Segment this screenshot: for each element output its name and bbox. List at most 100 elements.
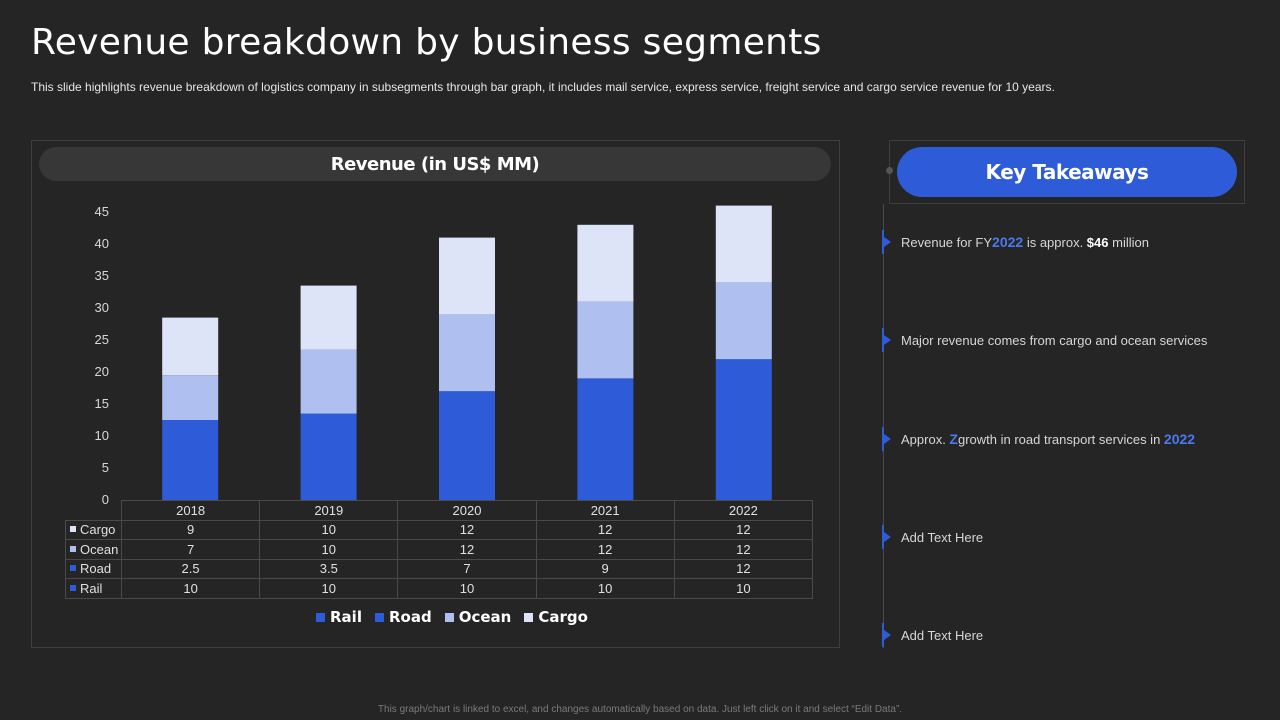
table-cell: 10	[673, 578, 814, 599]
y-tick-label: 5	[102, 460, 109, 475]
table-cell: 10	[259, 578, 399, 599]
timeline-line	[883, 204, 884, 648]
table-cell: 9	[535, 558, 675, 579]
table-row-label: Ocean	[65, 539, 122, 560]
takeaway-item-3: Approx. Zgrowth in road transport servic…	[879, 427, 1239, 451]
series-swatch-icon	[70, 584, 76, 591]
y-tick-label: 15	[95, 396, 109, 411]
x-category-label: 2022	[673, 500, 814, 521]
series-name: Road	[80, 561, 112, 577]
table-cell: 10	[259, 519, 399, 540]
legend-item-cargo: Cargo	[524, 608, 588, 626]
bar-segment-cargo-2020	[439, 237, 495, 315]
legend-swatch-icon	[374, 612, 384, 622]
legend-swatch-icon	[316, 612, 325, 622]
table-cell: 12	[535, 519, 675, 540]
y-tick-label: 40	[95, 236, 109, 251]
table-cell: 10	[397, 578, 537, 599]
chart-legend: Rail Road Ocean Cargo	[316, 608, 588, 626]
table-cell: 12	[673, 539, 814, 560]
x-category-label: 2019	[259, 500, 399, 521]
bar-segment-rail-2022	[715, 436, 772, 500]
bar-segment-ocean-2020	[439, 314, 495, 392]
footnote: This graph/chart is linked to excel, and…	[377, 704, 903, 715]
series-swatch-icon	[70, 545, 76, 552]
takeaway-item-1: Revenue for FY2022 is approx. $46 millio…	[879, 230, 1239, 254]
table-cell: 12	[397, 539, 537, 560]
table-cell: 12	[673, 558, 814, 579]
legend-item-road: Road	[374, 608, 432, 626]
takeaway-marker-icon	[879, 230, 893, 254]
takeaway-marker-icon	[879, 328, 893, 352]
table-cell: 7	[397, 558, 537, 579]
y-tick-label: 20	[95, 364, 109, 379]
table-row: Rail 10 10 10 10 10	[65, 578, 814, 599]
bar-segment-cargo-2018	[162, 317, 219, 376]
table-corner	[65, 500, 122, 521]
bar-segment-cargo-2022	[715, 205, 772, 283]
chart-title: Revenue (in US$ MM)	[39, 147, 831, 181]
table-row-label: Cargo	[65, 519, 122, 540]
table-cell: 10	[120, 578, 261, 599]
series-name: Cargo	[80, 522, 116, 538]
series-name: Rail	[80, 580, 103, 596]
page-title: Revenue breakdown by business segments	[31, 22, 822, 63]
table-cell: 2.5	[120, 558, 261, 579]
takeaway-marker-icon	[879, 525, 893, 549]
chart-panel	[31, 140, 840, 648]
takeaway-text: Approx. Zgrowth in road transport servic…	[901, 431, 1196, 447]
table-row: Ocean 7 10 12 12 12	[65, 539, 814, 560]
bar-segment-ocean-2021	[577, 301, 634, 379]
bar-segment-road-2019	[300, 413, 357, 436]
bar-segment-road-2022	[715, 359, 772, 436]
takeaway-item-5: Add Text Here	[879, 623, 1239, 647]
series-swatch-icon	[70, 565, 76, 572]
bar-segment-rail-2018	[162, 436, 219, 500]
table-row-label: Rail	[65, 578, 122, 599]
series-swatch-icon	[70, 526, 76, 533]
bar-segment-road-2020	[439, 391, 495, 436]
key-takeaways-title: Key Takeaways	[897, 147, 1237, 197]
bar-segment-cargo-2021	[577, 224, 634, 302]
takeaway-text: Major revenue comes from cargo and ocean…	[901, 332, 1208, 348]
table-row: Road 2.5 3.5 7 9 12	[65, 558, 814, 579]
y-tick-label: 10	[95, 428, 109, 443]
legend-item-ocean: Ocean	[444, 608, 512, 626]
timeline-start-dot	[886, 167, 893, 174]
takeaway-marker-icon	[879, 427, 893, 451]
bar-segment-road-2018	[162, 420, 219, 436]
bar-segment-cargo-2019	[300, 285, 357, 350]
legend-label: Ocean	[458, 608, 512, 626]
legend-label: Rail	[330, 608, 362, 626]
bar-segment-ocean-2019	[300, 349, 357, 414]
table-cell: 10	[259, 539, 399, 560]
table-cell: 12	[673, 519, 814, 540]
bar-segment-rail-2020	[439, 436, 495, 500]
table-cell: 10	[535, 578, 675, 599]
bar-segment-ocean-2022	[715, 282, 772, 360]
takeaway-text: Revenue for FY2022 is approx. $46 millio…	[901, 234, 1149, 250]
table-cell: 3.5	[259, 558, 399, 579]
series-name: Ocean	[80, 541, 119, 557]
table-cell: 12	[397, 519, 537, 540]
takeaway-item-2: Major revenue comes from cargo and ocean…	[879, 328, 1239, 352]
takeaway-text: Add Text Here	[901, 627, 984, 643]
bar-segment-ocean-2018	[162, 375, 219, 420]
table-cell: 7	[120, 539, 261, 560]
y-tick-label: 0	[102, 492, 109, 507]
y-tick-label: 30	[95, 300, 109, 315]
table-cell: 9	[120, 519, 261, 540]
takeaway-marker-icon	[879, 623, 893, 647]
table-row-label: Road	[65, 558, 122, 579]
table-cell: 12	[535, 539, 675, 560]
x-category-label: 2018	[120, 500, 261, 521]
y-tick-label: 45	[95, 204, 109, 219]
y-tick-label: 25	[95, 332, 109, 347]
takeaway-item-4: Add Text Here	[879, 525, 1239, 549]
legend-swatch-icon	[444, 612, 454, 622]
table-header-row: 2018 2019 2020 2021 2022	[65, 500, 814, 521]
page-subtitle: This slide highlights revenue breakdown …	[31, 80, 1055, 94]
chart-data-table: 2018 2019 2020 2021 2022 Cargo 9 10 12 12 12 Ocean 7…	[65, 500, 814, 599]
bar-segment-road-2021	[577, 378, 634, 436]
